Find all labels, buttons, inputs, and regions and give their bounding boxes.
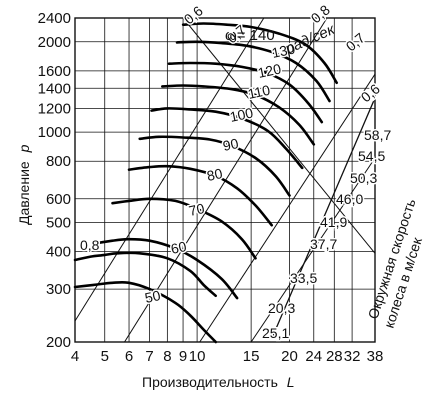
omega-label-80: 80 xyxy=(205,165,224,184)
omega-label-120: 120 xyxy=(256,60,282,81)
x-tick-label: 20 xyxy=(281,348,298,365)
omega-label-60: 60 xyxy=(169,238,188,257)
omega-curve-130 xyxy=(175,40,331,103)
efficiency-label: 0,8 xyxy=(80,237,100,253)
omega-label-70: 70 xyxy=(187,200,206,219)
y-tick-label: 1000 xyxy=(38,124,71,141)
x-axis-label: Производительность L xyxy=(142,374,295,390)
speed-label: 41,9 xyxy=(320,214,347,230)
x-tick-label: 9 xyxy=(179,348,187,365)
x-tick-label: 38 xyxy=(367,348,384,365)
speed-label: 33,5 xyxy=(290,270,317,286)
y-tick-label: 2000 xyxy=(38,34,71,51)
x-tick-labels: 4 5 6 7 8 9 10 15 20 24 28 32 38 xyxy=(71,348,384,365)
x-tick-label: 10 xyxy=(189,348,206,365)
efficiency-label: 0,7 xyxy=(343,29,368,54)
efficiency-line xyxy=(182,17,376,254)
omega-unit: рад/сек xyxy=(282,21,338,58)
x-axis-symbol: L xyxy=(287,374,295,390)
x-tick-label: 4 xyxy=(71,348,79,365)
omega-curve-60 xyxy=(92,237,239,300)
y-tick-label: 200 xyxy=(46,334,71,351)
speed-axis xyxy=(271,97,376,340)
annotations: 13012011010090807060500,80,60,70,80,70,6… xyxy=(79,0,393,343)
speed-label: 54,5 xyxy=(358,148,385,164)
efficiency-lines xyxy=(74,17,376,343)
speed-label: 46,0 xyxy=(336,191,363,207)
omega-curve-140 xyxy=(181,22,338,85)
y-tick-label: 500 xyxy=(46,215,71,232)
y-axis-label: Давление p xyxy=(16,144,32,225)
speed-axis-line xyxy=(271,97,376,340)
omega-curve-120 xyxy=(167,61,324,124)
omega-curves xyxy=(73,22,338,344)
efficiency-line xyxy=(250,157,376,343)
x-tick-label: 32 xyxy=(344,348,361,365)
omega-curve-unnamed xyxy=(73,251,217,298)
efficiency-line xyxy=(74,17,265,322)
omega-curve-80 xyxy=(127,164,273,227)
efficiency-line xyxy=(199,73,376,343)
omega-label-90: 90 xyxy=(221,135,240,154)
y-axis-symbol: p xyxy=(16,144,32,153)
omega-prefix: ω= xyxy=(225,27,246,44)
omega-curve-90 xyxy=(138,135,291,197)
y-tick-label: 800 xyxy=(46,153,71,170)
omega-value: 140 xyxy=(250,27,275,44)
y-tick-label: 1400 xyxy=(38,80,71,97)
omega-curve-100 xyxy=(150,107,304,170)
y-tick-label: 400 xyxy=(46,244,71,261)
omega-curve-50 xyxy=(73,280,217,344)
y-axis-label-text: Давление xyxy=(16,161,32,225)
speed-label: 20,3 xyxy=(268,300,295,316)
y-tick-label: 1200 xyxy=(38,100,71,117)
speed-label: 25,1 xyxy=(262,325,289,341)
x-tick-label: 8 xyxy=(163,348,171,365)
x-tick-label: 15 xyxy=(243,348,260,365)
omega-curve-70 xyxy=(111,197,257,260)
speed-label: 50,3 xyxy=(350,170,377,186)
x-tick-label: 28 xyxy=(326,348,343,365)
speed-label: 37,7 xyxy=(310,236,337,252)
x-tick-label: 24 xyxy=(305,348,322,365)
efficiency-label: 0,6 xyxy=(358,80,383,105)
y-tick-label: 1600 xyxy=(38,63,71,80)
omega-label: ω= 140 xyxy=(225,27,275,44)
omega-label-100: 100 xyxy=(228,104,254,125)
y-tick-label: 2400 xyxy=(38,10,71,27)
x-tick-label: 6 xyxy=(125,348,133,365)
omega-label-50: 50 xyxy=(143,287,162,306)
omega-curve-110 xyxy=(161,84,316,146)
x-tick-label: 5 xyxy=(101,348,109,365)
x-tick-label: 7 xyxy=(145,348,153,365)
y-tick-label: 600 xyxy=(46,191,71,208)
speed-label: 58,7 xyxy=(364,127,391,143)
omega-label-110: 110 xyxy=(246,82,271,102)
x-axis-label-text: Производительность xyxy=(142,374,278,390)
omega-label-130: 130 xyxy=(270,40,296,61)
y-tick-label: 300 xyxy=(46,281,71,298)
